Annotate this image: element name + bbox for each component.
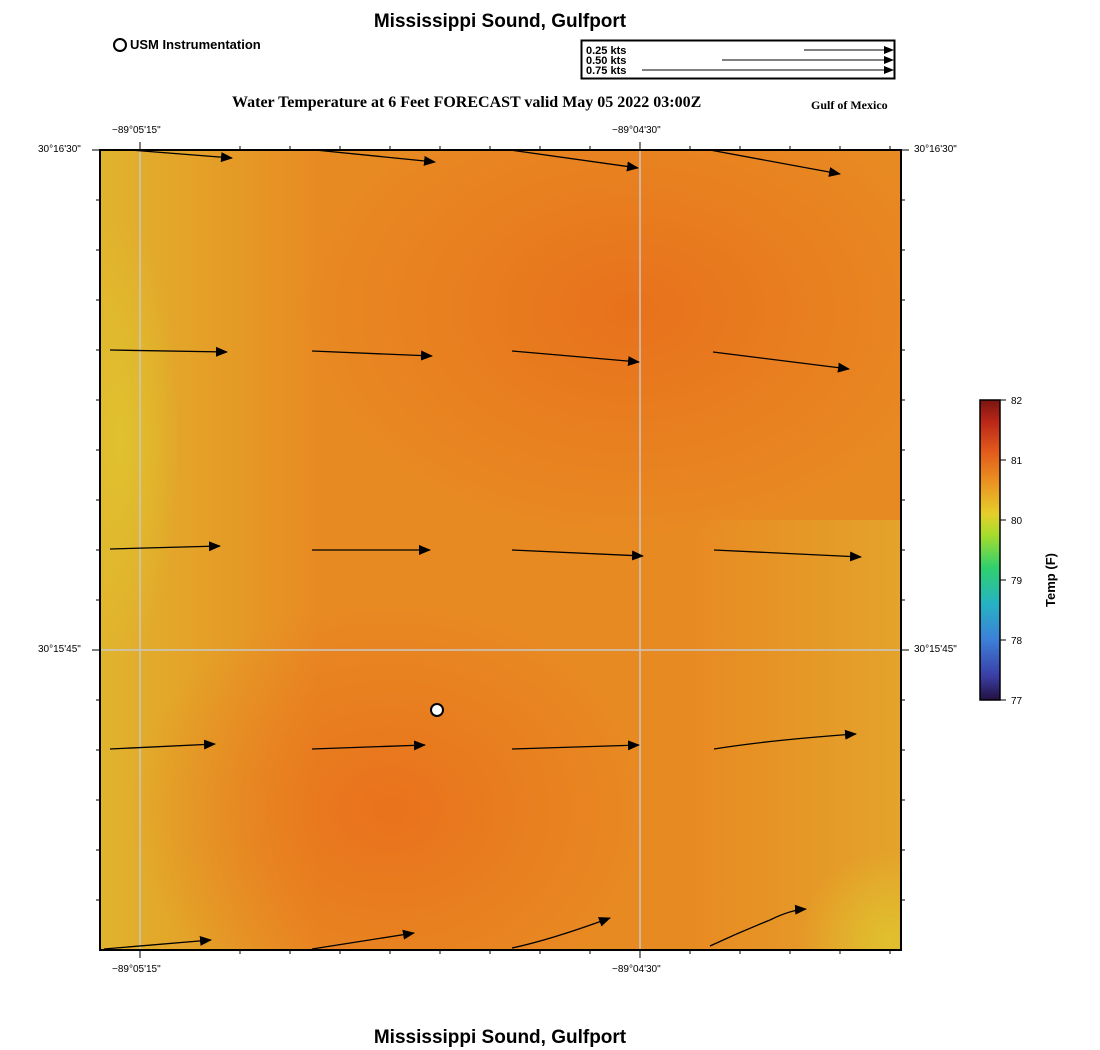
current-vector <box>511 917 611 949</box>
current-vector <box>713 549 862 562</box>
lon-tick-top-2: −89°04'30" <box>612 125 661 136</box>
station-marker-icon <box>113 37 127 52</box>
current-vector <box>713 729 857 750</box>
frame-ticks <box>92 142 909 958</box>
current-vector <box>709 149 841 177</box>
current-vector <box>311 350 433 361</box>
graticule <box>100 150 901 950</box>
colorbar-tick-80: 80 <box>1011 516 1023 527</box>
current-vector <box>103 935 212 950</box>
current-vector <box>311 740 426 751</box>
colorbar-tick-79: 79 <box>1011 576 1023 587</box>
speed-scale-label-1: 0.25 kts <box>586 45 626 57</box>
current-vector <box>511 740 640 751</box>
region-label: Gulf of Mexico <box>811 98 888 112</box>
current-vector <box>109 346 228 357</box>
lat-tick-right-2: 30°15'45" <box>914 644 957 655</box>
speed-scale-legend: 0.25 kts 0.50 kts 0.75 kts <box>580 39 896 80</box>
colorbar-tick-78: 78 <box>1011 636 1023 647</box>
map-subtitle: Water Temperature at 6 Feet FORECAST val… <box>232 94 702 111</box>
current-vector <box>109 541 221 552</box>
lat-tick-right-1: 30°16'30" <box>914 144 957 155</box>
current-vector <box>511 350 640 367</box>
current-vector <box>109 739 216 750</box>
current-vectors <box>103 149 862 950</box>
lat-tick-left-2: 30°15'45" <box>38 644 81 655</box>
station-legend-label: USM Instrumentation <box>130 37 261 52</box>
current-vector <box>311 929 415 950</box>
footer-title: Mississippi Sound, Gulfport <box>373 1027 627 1048</box>
lon-tick-top-1: −89°05'15" <box>112 125 161 136</box>
speed-scale-label-3: 0.75 kts <box>586 65 626 77</box>
current-vector <box>712 351 850 373</box>
colorbar-label: Temp (F) <box>1043 553 1058 607</box>
lon-tick-bottom-1: −89°05'15" <box>112 964 161 975</box>
current-vector <box>709 904 807 947</box>
temperature-map <box>92 142 909 958</box>
temperature-field <box>100 150 901 950</box>
map-title: Mississippi Sound, Gulfport <box>373 11 627 32</box>
current-vector <box>511 549 644 561</box>
current-vector <box>509 149 639 172</box>
station-marker <box>430 703 444 717</box>
current-vector <box>129 149 233 163</box>
colorbar-tick-77: 77 <box>1011 696 1023 707</box>
station-legend: USM Instrumentation <box>113 37 261 52</box>
speed-scale-label-2: 0.50 kts <box>586 55 626 67</box>
colorbar-tick-82: 82 <box>1011 396 1023 407</box>
lon-tick-bottom-2: −89°04'30" <box>612 964 661 975</box>
current-vector <box>314 149 436 166</box>
lat-tick-left-1: 30°16'30" <box>38 144 81 155</box>
colorbar-tick-81: 81 <box>1011 456 1023 467</box>
colorbar: 82 81 80 79 78 77 Temp (F) <box>979 396 1058 707</box>
